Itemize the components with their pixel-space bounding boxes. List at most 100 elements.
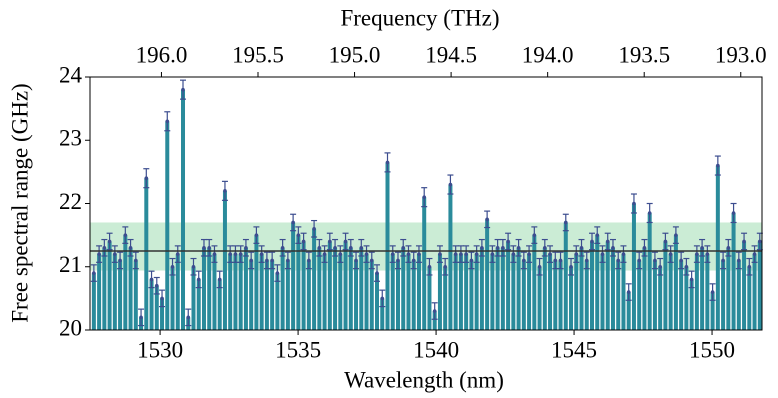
bar (416, 254, 421, 330)
bar (752, 254, 757, 330)
bar (652, 260, 657, 330)
bar (312, 228, 317, 330)
point (737, 258, 741, 263)
point (139, 315, 143, 320)
top-axis-title: Frequency (THz) (340, 5, 499, 30)
point (700, 245, 704, 250)
point (506, 239, 510, 244)
top-tick-label: 194.0 (522, 42, 574, 67)
bar (705, 254, 710, 330)
bar (222, 190, 227, 330)
bar (448, 184, 453, 330)
bar (322, 254, 327, 330)
bar (616, 260, 621, 330)
bar (228, 254, 233, 330)
bar (333, 247, 338, 330)
top-tick-label: 195.0 (329, 42, 381, 67)
bar (207, 247, 212, 330)
point (223, 189, 227, 193)
point (432, 309, 437, 313)
point (390, 252, 395, 256)
point (574, 252, 579, 256)
bar (700, 247, 705, 330)
bar (123, 235, 128, 330)
point (689, 277, 694, 282)
point (333, 245, 337, 250)
bar (181, 89, 186, 331)
bar (422, 197, 427, 330)
bar (542, 247, 547, 330)
point (296, 233, 301, 237)
bar (610, 247, 615, 330)
x-tick-label: 1540 (413, 337, 459, 362)
point (558, 258, 563, 263)
top-tick-label: 193.5 (618, 42, 670, 67)
x-tick-label: 1535 (275, 337, 321, 362)
bar (694, 254, 699, 330)
point (417, 252, 421, 256)
bar (553, 260, 558, 330)
point (202, 245, 206, 250)
point (92, 271, 96, 275)
bar (291, 222, 296, 330)
bar (684, 266, 689, 330)
point (254, 233, 259, 237)
point (459, 252, 463, 256)
y-tick-label: 23 (59, 126, 82, 151)
point (516, 245, 521, 250)
point (338, 252, 343, 256)
bar (175, 254, 180, 330)
bar (673, 235, 678, 330)
bar (165, 121, 170, 331)
bar (306, 260, 311, 330)
point (663, 239, 668, 244)
point (312, 227, 316, 231)
bar (249, 260, 254, 330)
bar (133, 260, 138, 330)
bar (270, 260, 275, 330)
point (752, 252, 757, 256)
point (710, 290, 715, 294)
point (411, 258, 416, 263)
point (501, 245, 505, 250)
bar (642, 247, 647, 330)
bar (647, 212, 652, 330)
point (427, 264, 432, 269)
bar (437, 254, 442, 330)
bar (201, 247, 206, 330)
point (511, 252, 516, 256)
bar (595, 235, 600, 330)
point (322, 252, 327, 256)
bar (527, 254, 532, 330)
point (401, 245, 406, 250)
bar (464, 254, 469, 330)
bar (390, 254, 395, 330)
point (674, 233, 678, 237)
bar (280, 247, 285, 330)
point (181, 87, 185, 92)
bar (658, 266, 663, 330)
bar (532, 235, 537, 330)
bar (631, 203, 636, 330)
bar (144, 178, 149, 330)
bar (233, 254, 238, 330)
point (485, 217, 489, 222)
point (590, 239, 594, 244)
point (97, 252, 101, 256)
bar (369, 260, 374, 330)
point (448, 182, 453, 187)
bar (516, 247, 521, 330)
point (684, 264, 689, 269)
bar (469, 260, 474, 330)
bar (521, 260, 526, 330)
point (238, 252, 243, 256)
bar (637, 260, 642, 330)
point (170, 264, 175, 269)
point (217, 277, 222, 282)
point (490, 252, 495, 256)
point (443, 264, 447, 269)
bar (191, 266, 196, 330)
point (265, 258, 269, 263)
bar (453, 254, 458, 330)
